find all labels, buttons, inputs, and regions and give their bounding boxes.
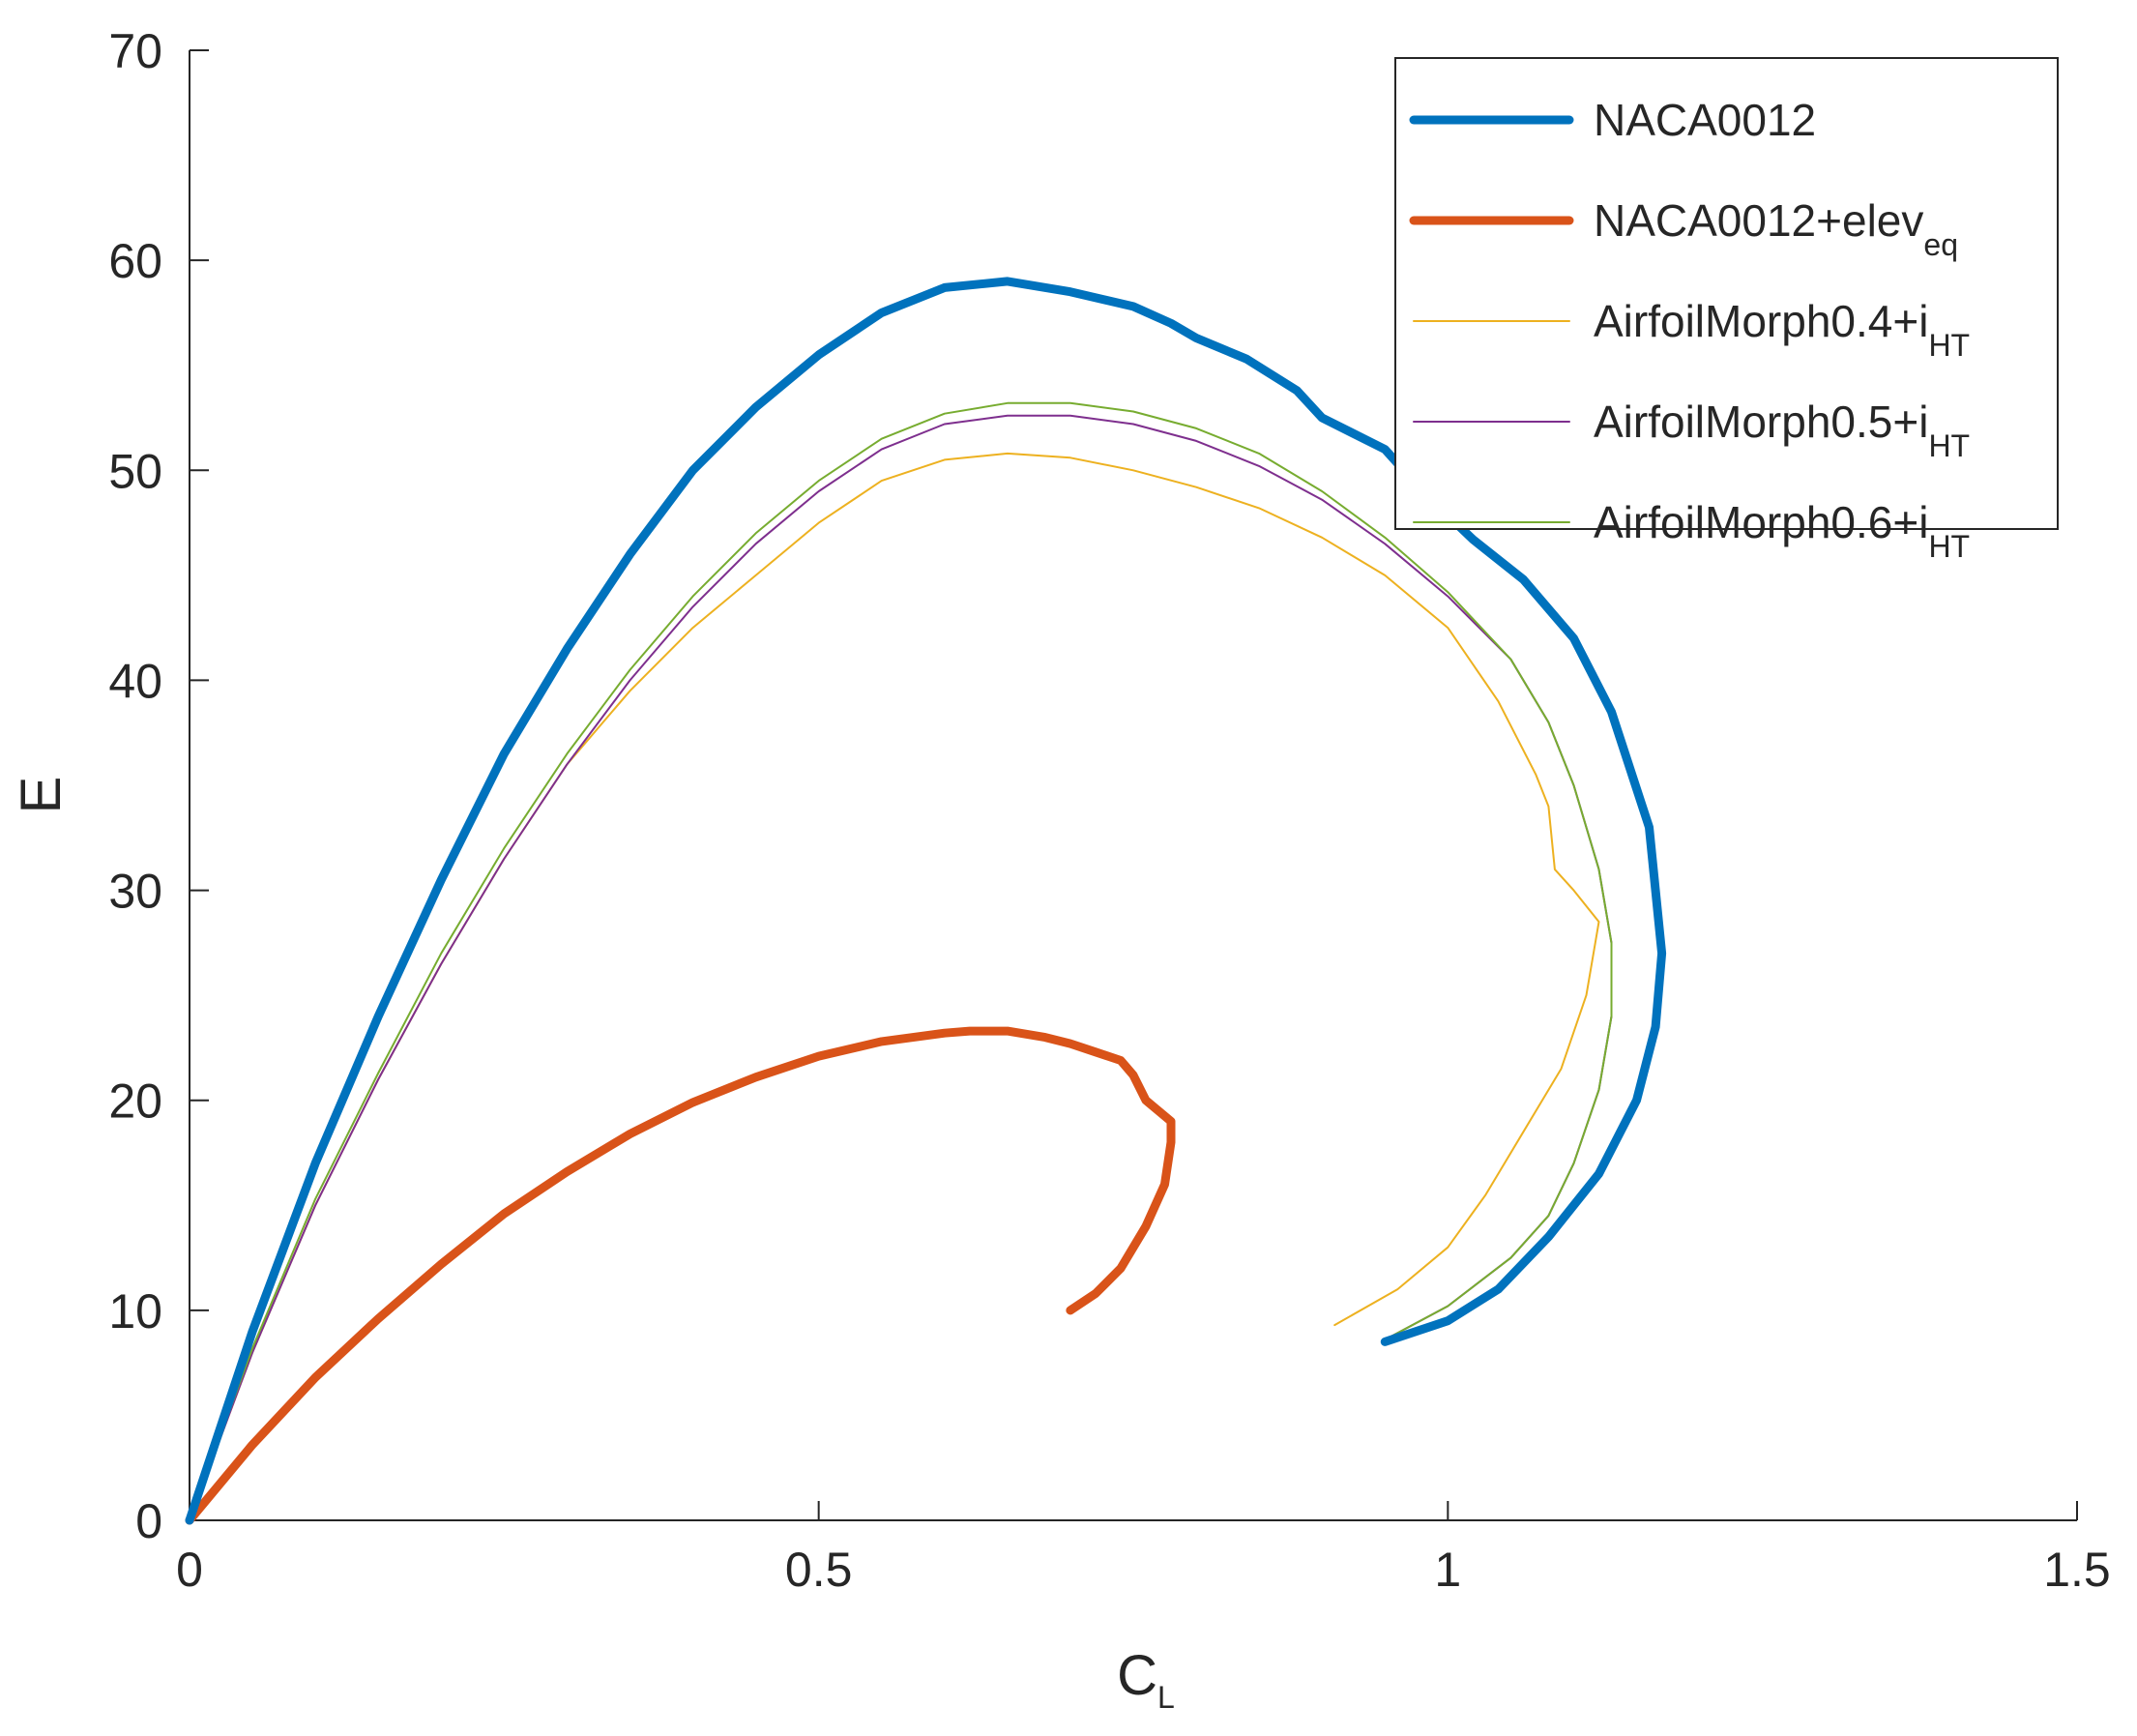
legend-label-3: AirfoilMorph0.5+iHT [1594, 397, 1970, 463]
plot-lines [185, 277, 1667, 1525]
y-tick-label: 20 [108, 1074, 162, 1129]
series-line-4 [189, 401, 1613, 1521]
y-tick-label: 10 [108, 1284, 162, 1339]
y-tick-label: 0 [135, 1494, 162, 1548]
legend-label-main: NACA0012+elev [1594, 195, 1923, 246]
legend-label-sub: HT [1928, 529, 1970, 564]
series-line-1 [185, 1026, 1176, 1525]
y-tick-label: 40 [108, 654, 162, 708]
x-tick-label: 0 [176, 1543, 203, 1597]
x-axis-label-main: C [1117, 1644, 1157, 1707]
legend-label-main: AirfoilMorph0.4+i [1594, 296, 1928, 346]
legend-label-4: AirfoilMorph0.6+iHT [1594, 497, 1970, 564]
legend-label-main: AirfoilMorph0.6+i [1594, 497, 1928, 547]
y-tick-label: 60 [108, 234, 162, 288]
x-axis-label: CL [1117, 1644, 1175, 1715]
series-line-0 [185, 277, 1667, 1525]
legend-label-1: NACA0012+eleveq [1594, 195, 1958, 262]
x-tick-label: 1 [1434, 1543, 1461, 1597]
legend-label-0: NACA0012 [1594, 95, 1816, 145]
y-axis-label: E [10, 777, 73, 814]
legend: NACA0012 NACA0012+eleveq AirfoilMorph0.4+i… [1394, 57, 2059, 564]
y-tick-label: 30 [108, 865, 162, 919]
y-tick-label: 70 [108, 24, 162, 78]
legend-label-2: AirfoilMorph0.4+iHT [1594, 296, 1970, 363]
legend-box [1394, 57, 2059, 530]
x-axis-label-sub: L [1157, 1680, 1175, 1715]
legend-label-main: AirfoilMorph0.5+i [1594, 397, 1928, 447]
x-tick-label: 0.5 [785, 1543, 853, 1597]
y-tick-label: 50 [108, 444, 162, 498]
legend-label-main: NACA0012 [1594, 95, 1816, 145]
legend-label-sub: HT [1928, 428, 1970, 463]
x-tick-label: 1.5 [2043, 1543, 2111, 1597]
legend-label-sub: HT [1928, 328, 1970, 363]
legend-label-sub: eq [1923, 227, 1958, 262]
axes: 0 10 20 30 40 50 60 70 0 0.5 1 1.5 [108, 24, 2110, 1597]
